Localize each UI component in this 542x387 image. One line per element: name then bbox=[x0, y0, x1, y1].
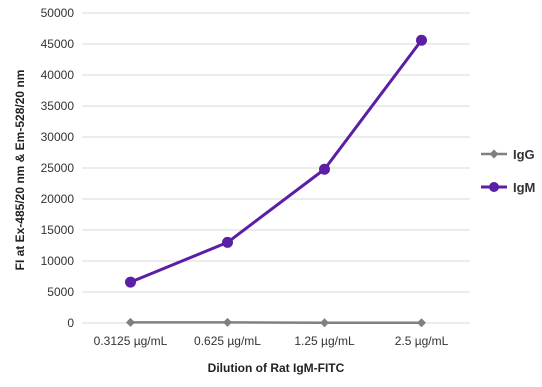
y-tick-label: 50000 bbox=[41, 6, 75, 20]
y-tick-label: 20000 bbox=[41, 192, 75, 206]
gridlines bbox=[82, 12, 470, 324]
y-tick-label: 10000 bbox=[41, 254, 75, 268]
data-point-igg bbox=[126, 317, 135, 327]
x-axis-title: Dilution of Rat IgM-FITC bbox=[208, 361, 345, 375]
x-tick-label: 0.3125 µg/mL bbox=[94, 334, 168, 348]
legend-label-igm: IgM bbox=[513, 180, 535, 195]
x-tick-label: 0.625 µg/mL bbox=[194, 334, 261, 348]
y-axis-title: FI at Ex-485/20 nm & Em-528/20 nm bbox=[13, 70, 27, 271]
data-point-igm bbox=[416, 34, 427, 46]
data-point-igm bbox=[319, 163, 330, 175]
y-tick-label: 25000 bbox=[41, 161, 75, 175]
y-tick-label: 30000 bbox=[41, 130, 75, 144]
series-line-igm bbox=[129, 39, 423, 284]
y-tick-label: 0 bbox=[67, 316, 74, 330]
series-group bbox=[125, 34, 427, 328]
legend-label-igg: IgG bbox=[513, 147, 535, 162]
y-tick-label: 45000 bbox=[41, 37, 75, 51]
legend-marker bbox=[489, 182, 499, 192]
x-tick-label: 1.25 µg/mL bbox=[294, 334, 355, 348]
data-point-igm bbox=[222, 236, 233, 248]
legend-marker bbox=[489, 149, 499, 159]
data-point-igg bbox=[320, 318, 329, 328]
data-point-igg bbox=[417, 318, 426, 328]
x-tick-label: 2.5 µg/mL bbox=[395, 334, 449, 348]
y-tick-label: 40000 bbox=[41, 68, 75, 82]
y-tick-label: 35000 bbox=[41, 99, 75, 113]
x-axis-tick-labels: 0.3125 µg/mL 0.625 µg/mL 1.25 µg/mL 2.5 µg/… bbox=[94, 334, 449, 348]
legend: IgG IgM bbox=[481, 147, 535, 195]
y-axis-tick-labels: 0 5000 10000 15000 20000 25000 30000 35000 40000… bbox=[41, 6, 75, 330]
y-tick-label: 15000 bbox=[41, 223, 75, 237]
data-point-igg bbox=[223, 317, 232, 327]
y-tick-label: 5000 bbox=[47, 285, 74, 299]
data-point-igm bbox=[125, 276, 136, 288]
